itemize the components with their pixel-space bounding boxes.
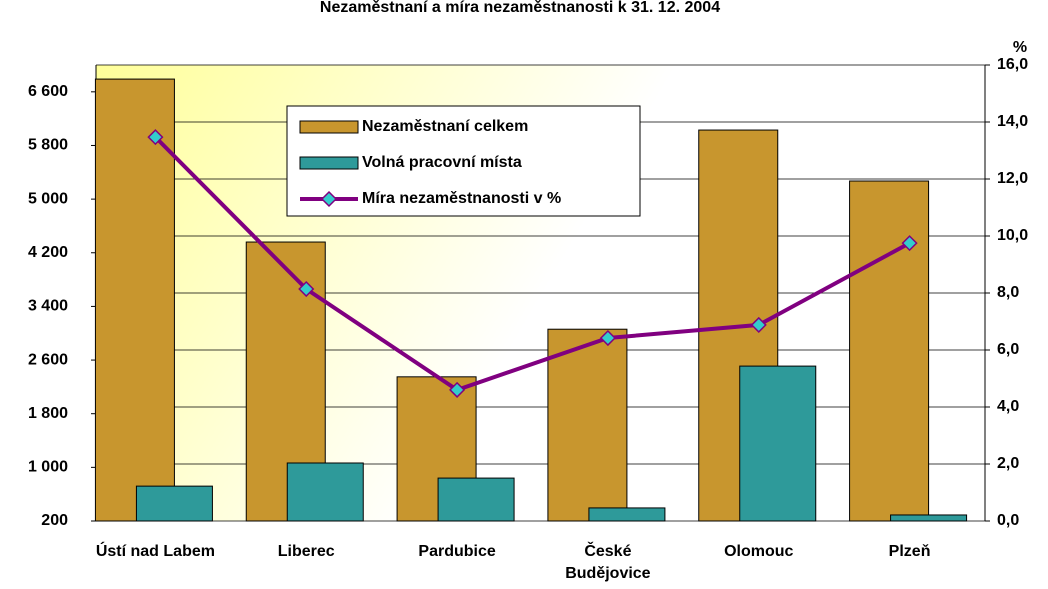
y2-tick-label: 2,0	[997, 455, 1019, 472]
y2-tick-label: 4,0	[997, 398, 1019, 415]
y2-tick-label: 10,0	[997, 227, 1028, 244]
marker	[901, 235, 918, 252]
y2-tick-label: 8,0	[997, 284, 1019, 301]
bar	[547, 328, 628, 522]
y-tick-label: 2 600	[28, 351, 68, 368]
bar	[890, 514, 968, 522]
x-tick-label: Olomouc	[724, 543, 794, 560]
y-tick-label: 6 600	[28, 83, 68, 100]
marker	[750, 316, 767, 333]
legend-label: Volná pracovní místa	[362, 154, 522, 171]
y2-tick-label: 16,0	[997, 56, 1028, 73]
y2-tick-label: 14,0	[997, 113, 1028, 130]
y-tick-label: 3 400	[28, 298, 68, 315]
legend-swatch	[299, 156, 359, 170]
marker	[599, 329, 616, 347]
legend-swatch	[299, 120, 359, 134]
bar	[135, 485, 213, 522]
bar	[437, 477, 515, 522]
x-tick-label: Pardubice	[418, 543, 496, 560]
x-tick-label: Ústí nad Labem	[95, 543, 215, 560]
bar	[286, 462, 364, 522]
bar	[739, 365, 817, 522]
y-tick-label: 1 800	[28, 405, 68, 422]
marker	[298, 280, 315, 298]
marker	[147, 129, 164, 146]
y2-tick-label: 12,0	[997, 170, 1028, 187]
y-tick-label: 4 200	[28, 244, 68, 261]
line	[153, 135, 911, 393]
bar	[849, 180, 930, 522]
marker	[449, 381, 466, 398]
bar	[94, 78, 175, 522]
legend-label: Míra nezaměstnanosti v %	[362, 190, 561, 207]
x-tick-label: Liberec	[277, 543, 335, 560]
x-tick-label: České Budějovice	[565, 543, 651, 582]
legend-marker	[320, 190, 338, 208]
y-tick-label: 1 000	[28, 459, 68, 476]
y-tick-label: 5 000	[28, 190, 68, 207]
chart-title: Nezaměstnaní a míra nezaměstnanosti k 31…	[320, 0, 720, 16]
y-tick-label: 5 800	[28, 137, 68, 154]
y2-tick-label: 0,0	[997, 512, 1019, 529]
x-tick-label: Plzeň	[888, 543, 931, 560]
y2-tick-label: 6,0	[997, 341, 1019, 358]
y-tick-label: 200	[41, 512, 68, 529]
y2-axis-label: %	[1013, 39, 1027, 56]
legend-label: Nezaměstnaní celkem	[362, 118, 528, 135]
bar	[588, 507, 666, 522]
